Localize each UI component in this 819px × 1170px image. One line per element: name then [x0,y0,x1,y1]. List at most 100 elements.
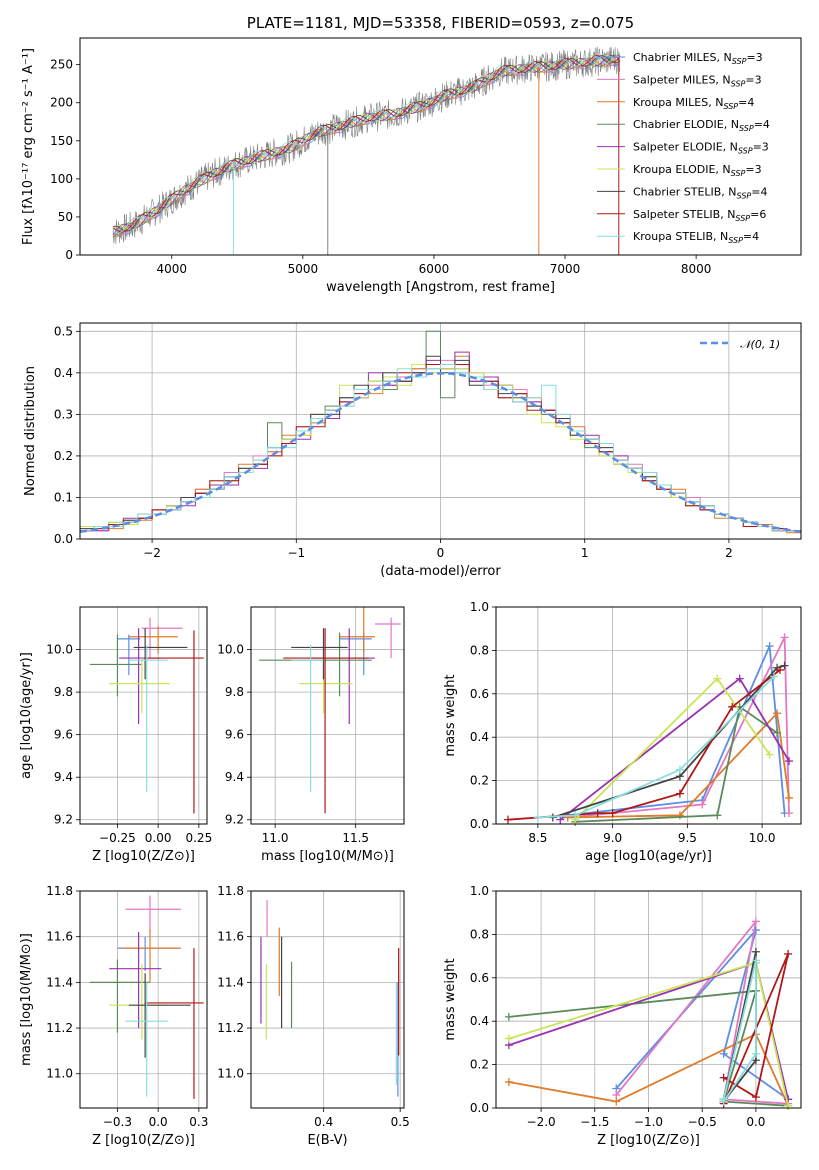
legend-entry: 𝒩(0, 1) [740,338,780,351]
data-point [291,628,348,680]
data-point [259,632,372,697]
y-tick-label: 0.1 [54,490,73,504]
data-point [117,634,141,676]
series-marker [780,633,789,642]
series-marker [751,1093,760,1102]
axes-frame [250,890,405,1109]
x-tick-label: 2 [725,546,733,560]
series-marker [773,728,782,737]
model-spectrum-line [112,55,621,231]
axes-frame [495,606,802,825]
errorbar-plot [259,607,401,814]
series-marker [504,1034,513,1043]
x-axis-label: age [log10(age/yr)] [585,849,712,864]
data-point [128,626,178,654]
model-spectrum-line [112,54,621,238]
series-marker [504,1077,513,1086]
gaussian-curve [80,372,801,533]
y-tick-label: 0 [65,248,73,262]
y-tick-label: 0.2 [54,449,73,463]
y-tick-label: 11.0 [217,1067,244,1081]
series-marker [713,811,722,820]
series-marker [735,674,744,683]
mass-weight-plot [503,633,794,826]
observed-spectrum [112,46,621,245]
series-marker [785,809,794,818]
x-tick-label: 0.4 [314,1115,333,1129]
series-marker [612,1097,621,1106]
panel-4-axes: 11.0 11.5 9.2 9.4 9.6 9.8 10.0 [217,607,404,845]
y-tick-label: 0.4 [470,1014,489,1028]
errorbar-plot [89,895,204,1099]
series-marker [728,702,737,711]
series-marker [608,809,617,818]
legend-entry: Salpeter ELODIE, NSSP=3 [633,141,769,156]
x-tick-label: 0.25 [185,831,212,845]
x-tick-label: −1.5 [580,1115,609,1129]
x-tick-label: 4000 [156,262,187,276]
y-tick-label: 9.2 [225,813,244,827]
series-marker [765,750,774,759]
y-tick-label: 100 [50,172,73,186]
y-tick-label: 10.0 [46,643,73,657]
model-spectrum-line [112,58,621,235]
x-tick-label: 0.0 [746,1115,765,1129]
model-spectrum-line [112,54,621,237]
data-point [122,929,181,983]
histogram-step [80,364,801,539]
data-point [283,628,369,814]
y-tick-label: 0.6 [470,971,489,985]
y-tick-label: 1.0 [470,884,489,898]
y-tick-label: 9.4 [225,770,244,784]
y-tick-label: 50 [58,210,73,224]
series-line [722,960,757,1103]
series-marker [784,949,793,958]
y-tick-label: 11.8 [217,884,244,898]
y-axis-label: age [log10(age/yr)] [19,652,34,779]
x-tick-label: 0.0 [149,1115,168,1129]
x-tick-label: 11.5 [342,831,369,845]
series-marker [675,765,684,774]
x-tick-label: 6000 [419,262,450,276]
y-tick-label: 11.2 [217,1021,244,1035]
data-point [339,607,376,654]
x-axis-label: Z [log10(Z/Z⊙)] [597,1133,700,1148]
data-point [119,628,162,725]
data-point [128,973,191,1058]
panel-8-axes: −2.0 −1.5 −1.0 −0.5 0.0 0.0 0.2 0.4 0.6 0.8 1.0 [470,884,801,1129]
y-tick-label: 1.0 [470,600,489,614]
y-tick-label: 0.3 [54,407,73,421]
data-point [125,982,168,1097]
series-marker [719,1049,728,1058]
series-marker [785,793,794,802]
series-marker [698,800,707,809]
series-marker [533,813,542,822]
y-tick-label: 150 [50,134,73,148]
x-tick-label: 7000 [550,262,581,276]
series-line [508,1032,789,1107]
histogram-plot [80,330,801,539]
legend-entry: Kroupa ELODIE, NSSP=3 [633,163,762,178]
x-tick-label: 10.0 [749,831,776,845]
y-axis-label: mass weight [443,958,458,1040]
series-marker [503,815,512,824]
series-marker [765,642,774,651]
x-tick-label: 0.3 [189,1115,208,1129]
legend-entry: Chabrier ELODIE, NSSP=4 [633,118,770,133]
y-tick-label: 0.4 [470,730,489,744]
y-tick-label: 11.6 [217,930,244,944]
series-marker [770,672,779,681]
data-point [307,628,376,725]
x-tick-label: −2 [143,546,161,560]
x-tick-label: 0.5 [391,1115,410,1129]
y-tick-label: 0.2 [470,774,489,788]
x-axis-label: (data-model)/error [380,564,501,579]
x-tick-label: 9.0 [603,831,622,845]
series-marker [571,811,580,820]
series-marker [751,926,760,935]
data-point [145,948,204,1099]
y-tick-label: 11.0 [46,1067,73,1081]
series-line [615,920,789,1105]
legend-entry: Chabrier MILES, NSSP=3 [633,51,763,66]
